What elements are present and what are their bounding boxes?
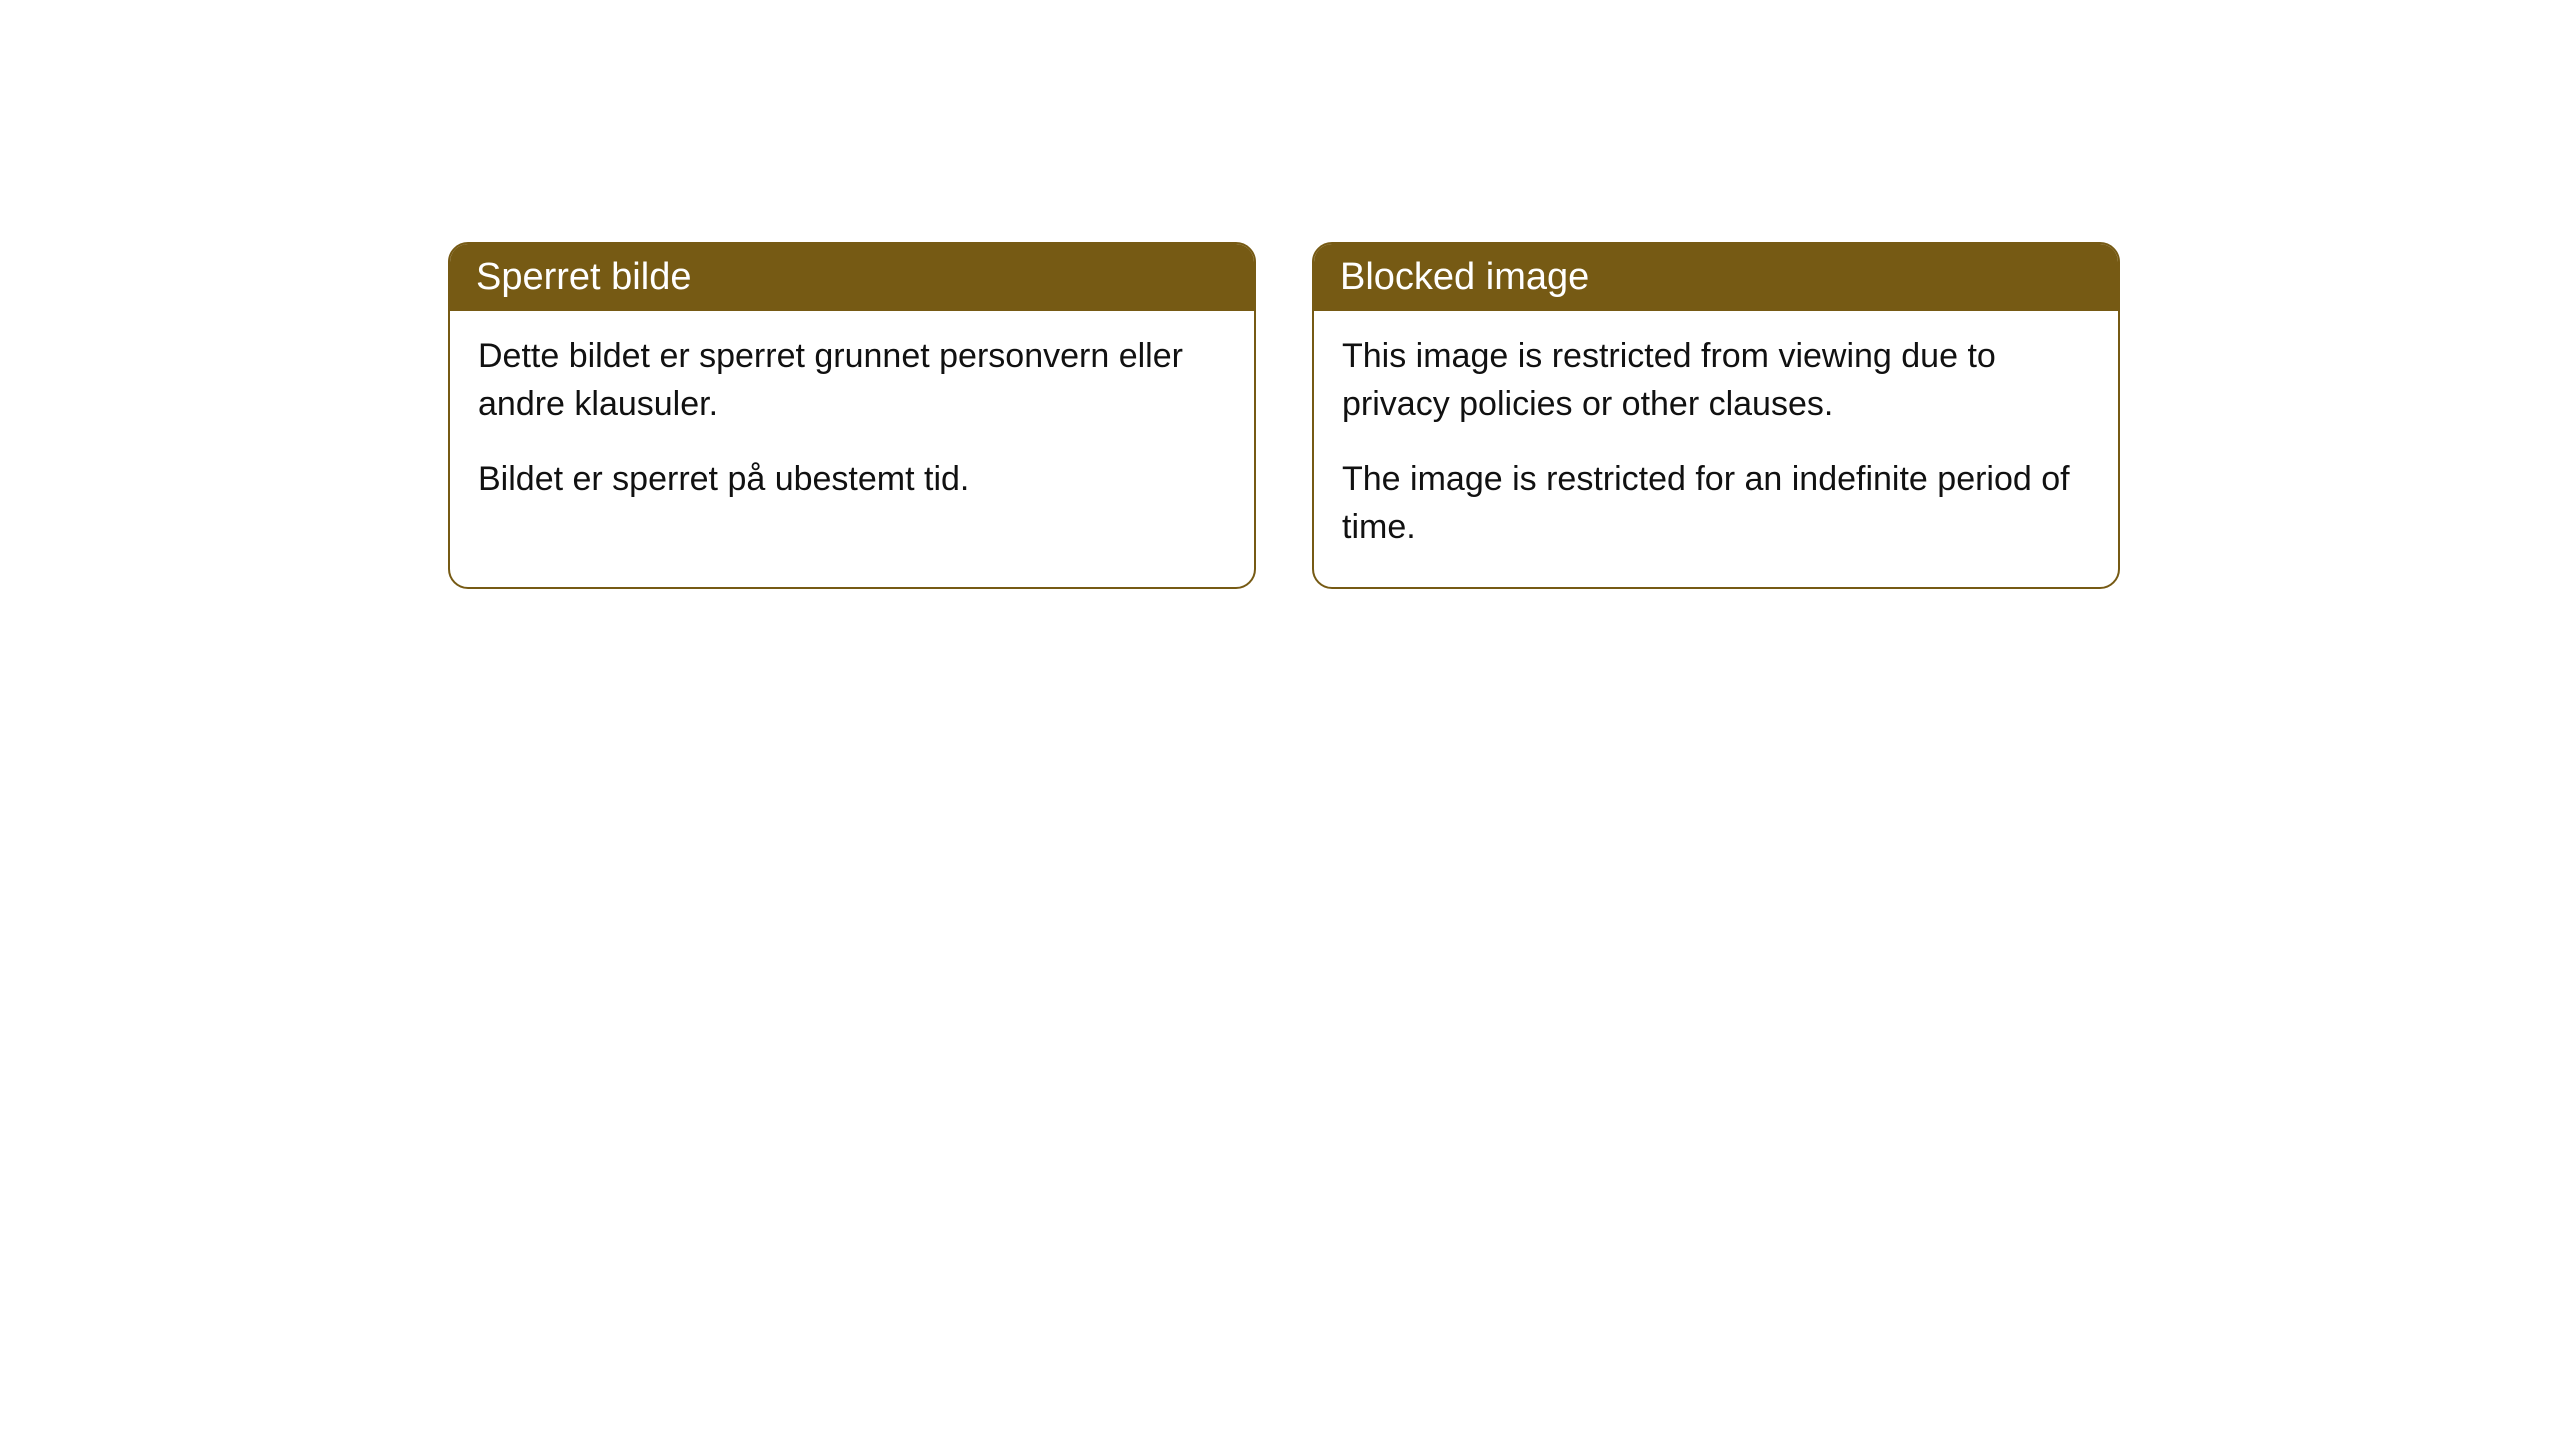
notice-cards-container: Sperret bilde Dette bildet er sperret gr… [0, 0, 2560, 589]
card-title: Sperret bilde [450, 244, 1254, 311]
blocked-image-card-no: Sperret bilde Dette bildet er sperret gr… [448, 242, 1256, 589]
card-paragraph: Bildet er sperret på ubestemt tid. [478, 456, 1226, 504]
card-title: Blocked image [1314, 244, 2118, 311]
card-paragraph: Dette bildet er sperret grunnet personve… [478, 333, 1226, 428]
blocked-image-card-en: Blocked image This image is restricted f… [1312, 242, 2120, 589]
card-body: Dette bildet er sperret grunnet personve… [450, 311, 1254, 540]
card-paragraph: The image is restricted for an indefinit… [1342, 456, 2090, 551]
card-paragraph: This image is restricted from viewing du… [1342, 333, 2090, 428]
card-body: This image is restricted from viewing du… [1314, 311, 2118, 587]
